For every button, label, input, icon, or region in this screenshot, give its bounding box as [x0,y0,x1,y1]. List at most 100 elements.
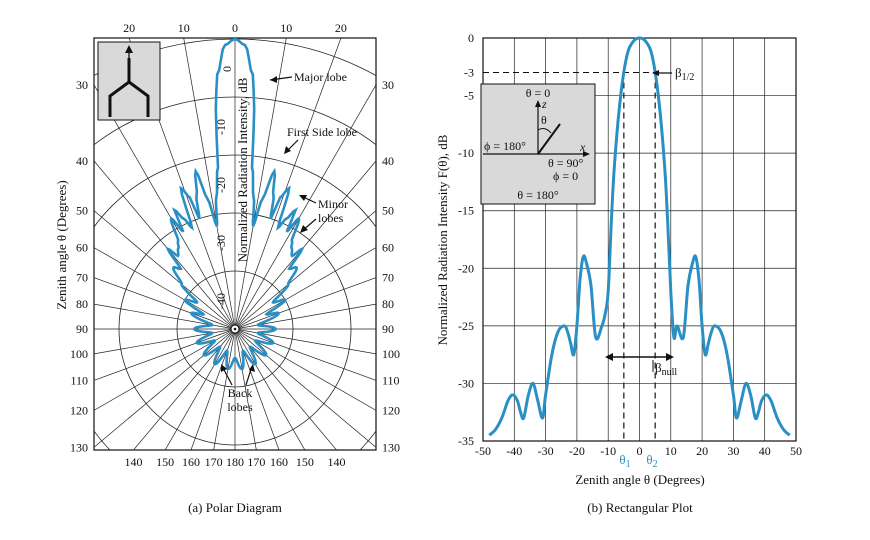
left-angle-tick-label: 50 [76,204,88,218]
rect-x-tick-label: -20 [569,444,585,458]
minor-lobe-arrowhead-1-icon [299,195,307,201]
polar-panel: 0 -10 -20 -30 -40 Normalized Radiation Inten… [54,21,400,515]
inset-theta-arc [537,128,552,134]
polar-grid-spoke [94,84,236,330]
radial-db-ticks: 0 -10 -20 -30 -40 [214,66,234,309]
bottom-angle-tick-label: 160 [270,455,288,469]
rect-pattern-curve [488,36,791,437]
rect-y-tick-label: 0 [468,31,474,45]
left-angle-tick-label: 60 [76,241,88,255]
right-angle-tick-label: 120 [382,403,400,417]
rect-x-tick-label: 40 [759,444,771,458]
inset-z-label: z [541,97,547,111]
rect-x-tick-label: -10 [600,444,616,458]
polar-grid-spoke [234,210,376,330]
inset-x-label: x [579,140,586,154]
beta-annotations: β1/2 βnull [605,65,694,378]
right-angle-tick-label: 60 [382,241,394,255]
left-angle-tick-label: 120 [70,403,88,417]
left-angle-tick-label: 130 [70,440,88,454]
right-angle-tick-label: 70 [382,271,394,285]
side-lobe-arrowhead-icon [284,146,291,154]
radial-db-tick-label: -40 [214,293,228,309]
left-angle-tick-label: 90 [76,322,88,336]
polar-grid-spoke [94,328,236,448]
left-angle-tick-label: 80 [76,297,88,311]
polar-grid-spoke [94,328,236,411]
bottom-angle-tick-label: 180 [226,455,244,469]
back-lobe-arrowhead-2-icon [249,364,255,372]
polar-annotations: Major lobe First Side lobe Minor lobes B… [221,70,357,414]
rect-y-tick-label: -35 [458,434,474,448]
polar-grid-spoke [164,328,236,450]
side-lobe-label: First Side lobe [287,125,357,139]
polar-grid-spoke [94,303,236,330]
left-angle-tick-label: 40 [76,154,88,168]
polar-grid-spoke [94,247,236,330]
polar-grid-spoke [234,328,306,450]
polar-grid-spoke [234,38,287,330]
inset-top-label: θ = 0 [526,86,551,100]
left-angle-tick-label: 110 [70,373,88,387]
bottom-angle-tick-label: 150 [296,455,314,469]
polar-grid-spoke [94,277,236,330]
polar-caption: (a) Polar Diagram [188,500,282,515]
right-angle-tick-label: 80 [382,297,394,311]
rect-x-tick-label: 50 [790,444,802,458]
polar-grid-spoke [234,328,337,450]
rect-x-tick-label: -50 [475,444,491,458]
rect-x-tick-label: 0 [637,444,643,458]
rect-y-tick-label: -20 [458,261,474,275]
polar-pattern-curve [165,38,305,371]
rect-caption: (b) Rectangular Plot [587,500,693,515]
polar-grid-spoke [234,328,376,448]
minor-lobe-arrowhead-2-icon [300,225,308,233]
beta-null-subscript: null [662,367,678,378]
back-lobes-label-1: Back [228,386,253,400]
bottom-angle-ticks: 140 150 160 170 180 170 160 150 140 [124,455,345,469]
rect-y-tick-label: -3 [464,66,474,80]
polar-grid-spoke [234,303,376,330]
theta1-symbol: θ [619,452,625,467]
antenna-inset [97,41,161,121]
inset-direction-line [537,123,561,155]
radial-axis-label: Normalized Radiation Intensity, dB [235,77,250,262]
inset-right-label-1: θ = 90° [548,156,584,170]
polar-grid-spoke [213,328,236,450]
inset-z-arrow-icon [535,100,541,107]
right-angle-ticks: 30 40 50 60 70 80 90 100 110 120 130 [382,78,400,455]
rectangular-panel: -50 -40 -30 -20 -10 0 10 20 30 40 50 0 -3 -5 -10 -15 -2… [435,31,802,515]
bottom-angle-tick-label: 140 [328,455,346,469]
left-angle-ticks: 30 40 50 60 70 80 90 100 110 120 130 [70,78,88,455]
top-angle-tick-label: 10 [178,21,190,35]
rect-y-axis-label: Normalized Radiation Intensity F(θ), dB [435,134,450,345]
inset-bottom-label: θ = 180° [517,188,559,202]
beta-half-subscript: 1/2 [682,72,695,83]
rect-x-tick-label: 20 [696,444,708,458]
polar-grid-spoke [133,328,236,450]
beta-null-right-arrowhead-icon [666,353,674,361]
polar-grid-spoke [190,328,236,450]
polar-y-axis-label: Zenith angle θ (Degrees) [54,180,69,309]
rect-y-ticks: 0 -3 -5 -10 -15 -20 -25 -30 -35 [458,31,474,448]
inset-right-label-2: ϕ = 0 [553,169,578,183]
major-lobe-arrowhead-icon [270,76,277,83]
right-angle-tick-label: 90 [382,322,394,336]
right-angle-tick-label: 30 [382,78,394,92]
rect-x-ticks: -50 -40 -30 -20 -10 0 10 20 30 40 50 [475,444,802,458]
top-angle-ticks: 20 10 0 10 20 [123,21,347,35]
polar-grid-spoke [234,247,376,330]
right-angle-tick-label: 50 [382,204,394,218]
beta-half-symbol: β [675,65,682,80]
theta2-subscript: 2 [653,459,658,470]
left-angle-tick-label: 30 [76,78,88,92]
polar-grid-spoke [234,38,342,330]
left-angle-tick-label: 70 [76,271,88,285]
polar-origin-dot [233,327,237,331]
right-angle-tick-label: 130 [382,440,400,454]
bottom-angle-tick-label: 140 [124,455,142,469]
radial-db-tick-label: -10 [214,119,228,135]
bottom-angle-tick-label: 150 [156,455,174,469]
